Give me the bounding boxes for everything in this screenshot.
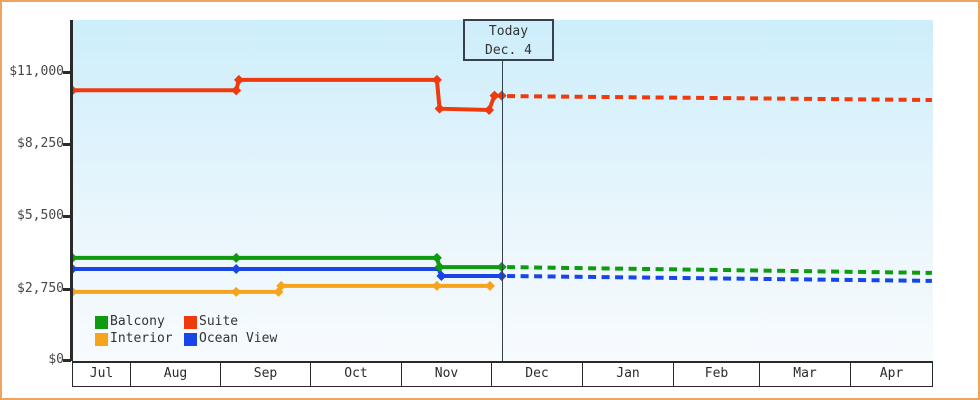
y-axis-tick <box>63 288 71 291</box>
today-vertical-line <box>502 60 503 361</box>
y-axis-tick <box>63 215 71 218</box>
legend-item-suite: Suite <box>184 315 238 329</box>
y-axis-label-11000: $11,000 <box>9 64 64 79</box>
y-axis-label-2750: $2,750 <box>17 281 64 296</box>
legend-label-balcony: Balcony <box>110 314 165 329</box>
y-axis-label-5500: $5,500 <box>17 208 64 223</box>
y-axis-label-0: $0 <box>48 352 64 367</box>
month-cell-nov: Nov <box>402 363 492 386</box>
month-cell-mar: Mar <box>760 363 851 386</box>
month-cell-dec: Dec <box>492 363 583 386</box>
month-axis-band: Jul Aug Sep Oct Nov Dec Jan Feb Mar Apr <box>72 361 933 387</box>
month-cell-jan: Jan <box>583 363 674 386</box>
today-label: Today <box>488 24 529 39</box>
ocean-view-swatch-icon <box>184 332 197 346</box>
legend-label-ocean-view: Ocean View <box>199 331 278 346</box>
legend-item-ocean-view: Ocean View <box>184 332 277 346</box>
balcony-swatch-icon <box>95 315 108 329</box>
month-cell-feb: Feb <box>674 363 760 386</box>
interior-swatch-icon <box>95 332 108 346</box>
month-cell-oct: Oct <box>311 363 402 386</box>
y-axis-line <box>70 20 73 361</box>
month-cell-jul: Jul <box>73 363 131 386</box>
price-series-chart <box>72 74 932 297</box>
today-callout-box: Today Dec. 4 <box>463 19 554 61</box>
month-cell-sep: Sep <box>221 363 311 386</box>
legend-label-suite: Suite <box>199 314 239 329</box>
y-axis-tick <box>63 359 71 362</box>
today-date: Dec. 4 <box>485 43 532 58</box>
suite-swatch-icon <box>184 315 197 329</box>
month-cell-aug: Aug <box>131 363 221 386</box>
y-axis-label-8250: $8,250 <box>17 136 64 151</box>
legend-item-interior: Interior <box>95 332 173 346</box>
month-cell-apr: Apr <box>851 363 933 386</box>
y-axis-tick <box>63 143 71 146</box>
legend-item-balcony: Balcony <box>95 315 165 329</box>
legend-label-interior: Interior <box>110 331 173 346</box>
y-axis-tick <box>63 71 71 74</box>
